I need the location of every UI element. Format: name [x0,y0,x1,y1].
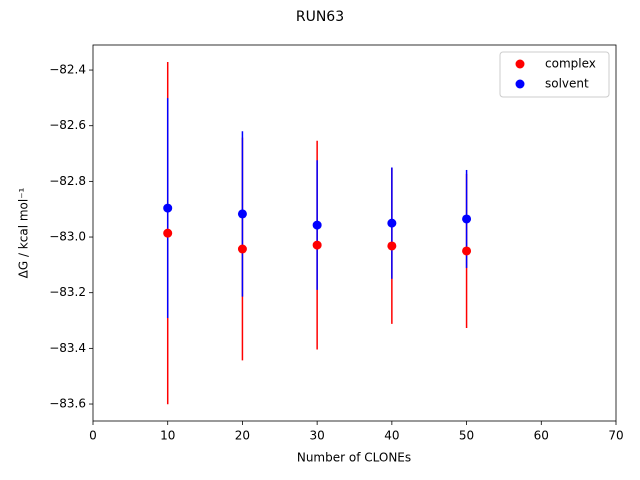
point [387,241,397,251]
y-tick-label: −82.6 [49,118,86,132]
legend-label: complex [545,57,596,71]
point [312,240,322,250]
point [387,218,397,228]
y-tick-label: −82.8 [49,174,86,188]
x-axis-label: Number of CLONEs [297,451,411,465]
x-tick-label: 30 [310,429,325,443]
point [462,214,472,224]
x-tick-label: 20 [235,429,250,443]
y-tick-label: −83.2 [49,285,86,299]
x-tick-label: 10 [160,429,175,443]
y-axis-label: ΔG / kcal mol⁻¹ [17,187,31,278]
x-tick-label: 0 [89,429,97,443]
x-tick-label: 50 [459,429,474,443]
point [237,209,247,219]
point [163,228,173,238]
y-tick-label: −83.6 [49,397,86,411]
y-tick-label: −83.0 [49,230,86,244]
point [312,220,322,230]
point [462,246,472,256]
x-tick-label: 60 [534,429,549,443]
plot-frame [92,44,617,422]
x-tick-label: 40 [384,429,399,443]
legend-marker [515,79,525,89]
legend-box [499,51,610,98]
y-tick-label: −83.4 [49,341,86,355]
point [163,203,173,213]
legend-label: solvent [545,77,589,91]
legend-marker [515,59,525,69]
chart-title: RUN63 [296,9,344,25]
y-tick-label: −82.4 [49,63,86,77]
point [237,244,247,254]
x-tick-label: 70 [608,429,623,443]
